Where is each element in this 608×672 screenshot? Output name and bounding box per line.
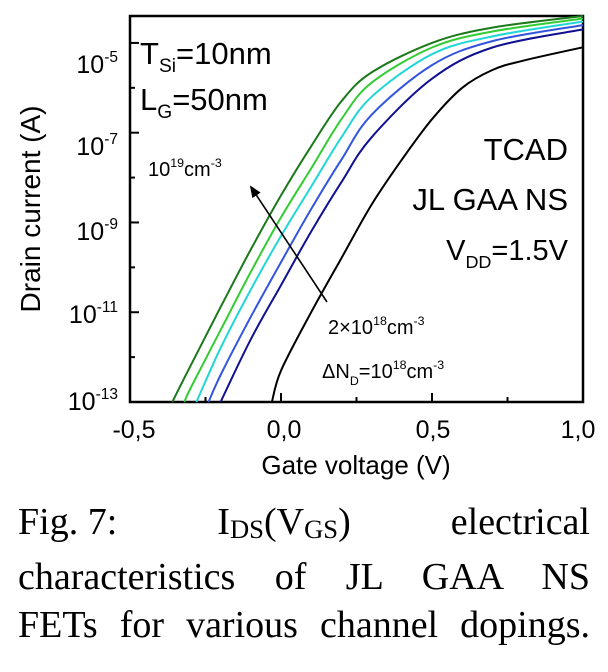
series-line-5 bbox=[219, 28, 584, 403]
series-layer bbox=[171, 15, 584, 403]
x-tick-label: 0,5 bbox=[416, 416, 451, 444]
axis-ticks bbox=[129, 41, 584, 403]
caption-line-3: FETs for various channel dopings. bbox=[18, 603, 590, 646]
tsi-label: TSi=10nm bbox=[140, 36, 272, 77]
doping-low-label: 2×1018cm-3 bbox=[328, 314, 425, 339]
x-axis-title: Gate voltage (V) bbox=[261, 450, 450, 480]
y-tick-label: 10-11 bbox=[69, 299, 118, 329]
figure-caption: Fig. 7: IDS(VGS) electrical characterist… bbox=[18, 498, 590, 649]
doping-arrow bbox=[249, 185, 328, 303]
caption-ids-symbol: IDS(VGS) bbox=[217, 501, 351, 544]
series-line-1 bbox=[171, 15, 584, 403]
series-line-4 bbox=[207, 24, 584, 403]
vdd-label: VDD=1.5V bbox=[446, 235, 569, 272]
y-tick-label: 10-13 bbox=[68, 386, 118, 416]
y-axis-title: Drain current (A) bbox=[15, 106, 46, 313]
series-line-6 bbox=[270, 46, 584, 403]
doping-step-label: ΔND=1018cm-3 bbox=[322, 358, 444, 388]
tcad-label: TCAD bbox=[484, 132, 568, 167]
y-tick-label: 10-5 bbox=[76, 49, 118, 79]
doping-high-label: 1019cm-3 bbox=[148, 156, 222, 181]
x-tick-label: 1,0 bbox=[561, 416, 596, 444]
caption-word-electrical: electrical bbox=[450, 501, 590, 543]
series-line-2 bbox=[183, 17, 584, 403]
x-tick-labels: -0,5 0,0 0,5 1,0 bbox=[112, 416, 595, 444]
x-tick-label: -0,5 bbox=[112, 416, 155, 444]
chart: 10-5 10-7 10-9 10-11 10-13 -0,5 0,0 0,5 … bbox=[15, 14, 595, 480]
series-line-3 bbox=[195, 20, 584, 403]
caption-fig-label: Fig. 7: bbox=[18, 501, 118, 543]
x-tick-label: 0,0 bbox=[267, 416, 302, 444]
y-tick-label: 10-7 bbox=[76, 131, 118, 161]
caption-line-1: Fig. 7: IDS(VGS) electrical bbox=[18, 498, 590, 553]
y-tick-labels: 10-5 10-7 10-9 10-11 10-13 bbox=[68, 49, 118, 416]
caption-line-2: characteristics of JL GAA NS bbox=[18, 555, 590, 598]
jl-gaa-label: JL GAA NS bbox=[412, 182, 568, 217]
lg-label: LG=50nm bbox=[140, 82, 268, 123]
y-tick-label: 10-9 bbox=[76, 216, 118, 246]
